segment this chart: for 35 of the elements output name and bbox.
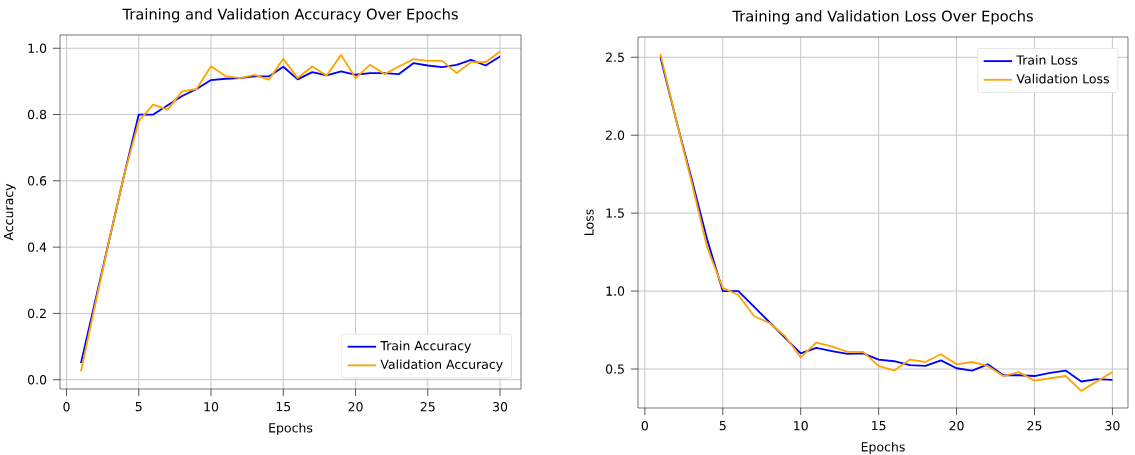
x-tick-label: 25 (420, 401, 435, 412)
y-tick-label: 0.6 (27, 176, 47, 186)
x-tick-label: 20 (348, 401, 363, 412)
y-tick-label: 1.5 (606, 208, 624, 218)
y-tick-label: 1.0 (606, 286, 625, 296)
x-axis-title: Epochs (269, 422, 313, 435)
y-tick-label: 1.0 (28, 43, 47, 53)
y-axis-title: Loss (584, 209, 594, 235)
y-tick-label: 2.5 (606, 52, 624, 62)
x-tick-label: 5 (135, 402, 142, 412)
legend-label: Validation Loss (1016, 73, 1109, 84)
x-axis-title: Epochs (861, 441, 905, 454)
x-tick-label: 20 (949, 420, 964, 431)
chart-title: Training and Validation Accuracy Over Epochs (122, 8, 458, 23)
x-tick-label: 5 (719, 421, 726, 431)
x-tick-label: 30 (1105, 420, 1120, 431)
x-tick-label: 10 (794, 420, 808, 431)
y-tick-label: 0.8 (27, 109, 47, 120)
x-tick-label: 25 (1027, 420, 1042, 431)
x-tick-label: 0 (63, 401, 70, 412)
chart-title: Training and Validation Loss Over Epochs (732, 10, 1033, 25)
x-tick-label: 15 (276, 402, 291, 412)
y-tick-label: 0.5 (605, 364, 624, 374)
x-tick-label: 30 (493, 401, 508, 412)
x-tick-label: 10 (204, 401, 219, 412)
y-tick-label: 0.2 (27, 308, 46, 319)
x-tick-label: 15 (872, 421, 886, 431)
legend-label: Validation Accuracy (380, 359, 503, 372)
y-tick-label: 0.4 (27, 242, 47, 252)
x-tick-label: 0 (641, 420, 648, 431)
y-tick-label: 0.0 (27, 374, 47, 385)
y-axis-title: Accuracy (3, 183, 16, 241)
y-tick-label: 2.0 (606, 130, 625, 140)
legend-label: Train Loss (1016, 55, 1078, 65)
legend-label: Train Accuracy (380, 340, 472, 353)
